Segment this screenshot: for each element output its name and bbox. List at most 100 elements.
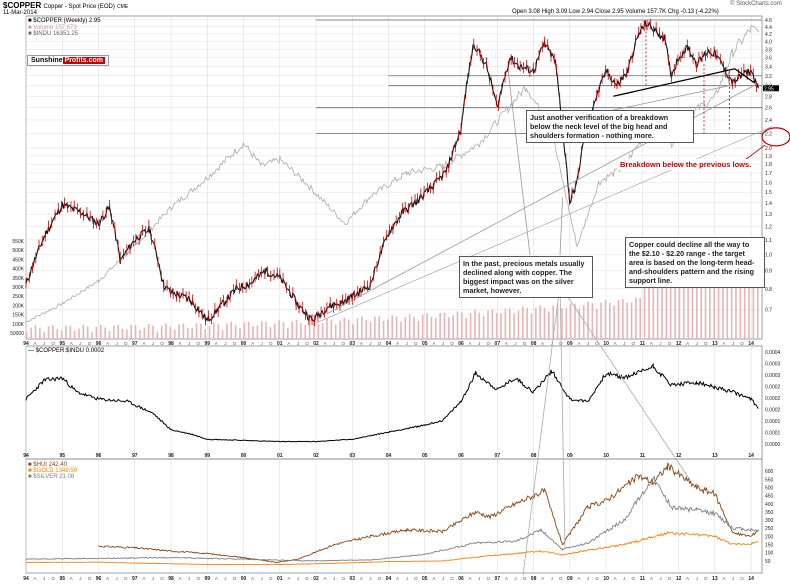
volume-bar	[648, 281, 650, 339]
volume-bar	[604, 300, 607, 339]
x-month-label: J	[696, 576, 698, 581]
x-tick-label: 13	[712, 576, 718, 582]
volume-bar	[39, 327, 41, 339]
x-tick-label: 94	[23, 576, 29, 582]
x-tick-label: 04	[386, 341, 392, 347]
x-tick-label: 09	[567, 453, 573, 459]
x-month-label: J	[152, 341, 154, 346]
x-month-label: O	[414, 576, 418, 581]
volume-bar	[626, 302, 629, 339]
x-month-label: O	[160, 576, 164, 581]
ratio-line	[25, 363, 759, 443]
volume-bar	[73, 330, 76, 339]
volume-bar	[169, 326, 172, 339]
volume-bar	[687, 274, 689, 339]
volume-bar	[400, 321, 402, 339]
volume-bar	[465, 317, 468, 339]
x-tick-label: 96	[96, 341, 102, 347]
volume-bar	[86, 326, 89, 339]
x-tick-label: 10	[603, 341, 609, 347]
volume-bar	[735, 269, 737, 339]
y-tick-label: 4.0	[765, 39, 772, 45]
y-tick-label: 3.8	[765, 47, 772, 53]
x-tick-label: 95	[59, 576, 65, 582]
volume-bar	[726, 277, 729, 339]
x-tick-label: 07	[495, 341, 501, 347]
x-month-label: A	[614, 576, 617, 581]
volume-bar	[252, 326, 254, 339]
x-tick-label: 08	[531, 453, 537, 459]
volume-bar	[173, 329, 176, 339]
volume-bar	[630, 302, 633, 339]
x-tick-label: 12	[676, 341, 682, 347]
volume-bar	[456, 311, 459, 339]
x-tick-label: 01	[277, 453, 283, 459]
volume-tick-label: 500K	[12, 248, 24, 254]
x-month-label: J	[514, 341, 516, 346]
volume-tick-label: 100K	[12, 322, 24, 328]
x-tick-label: 09	[567, 576, 573, 582]
x-month-label: A	[650, 576, 653, 581]
x-month-label: A	[432, 341, 435, 346]
series-line-silver	[25, 475, 759, 562]
volume-tick-label: 550K	[12, 239, 24, 245]
volume-bar	[60, 330, 63, 339]
volume-bar	[674, 279, 676, 339]
x-month-label: J	[333, 341, 335, 346]
volume-bar	[78, 328, 80, 339]
y-tick-label: 3.4	[765, 64, 772, 70]
x-month-label: A	[505, 341, 508, 346]
volume-bar	[635, 297, 637, 339]
legend-silver: ■ $SILVER 21.08	[28, 474, 75, 480]
x-month-label: A	[360, 576, 363, 581]
metals-tick-label: 500	[765, 485, 774, 491]
x-month-label: O	[378, 576, 382, 581]
series-line-gold	[25, 530, 759, 566]
x-month-label: A	[541, 576, 544, 581]
x-tick-label: 13	[712, 341, 718, 347]
x-month-label: J	[732, 576, 734, 581]
legend-gold: ■ $GOLD 1349.50	[28, 468, 77, 474]
x-month-label: J	[696, 341, 698, 346]
x-month-label: J	[406, 576, 408, 581]
x-month-label: O	[88, 576, 92, 581]
volume-bar	[500, 313, 502, 339]
metals-tick-label: 200	[765, 534, 774, 540]
y-tick-label: 1.5	[765, 190, 772, 196]
volume-bar	[709, 278, 711, 339]
x-month-label: A	[324, 576, 327, 581]
metals-pointer	[559, 284, 566, 549]
x-month-label: O	[51, 576, 55, 581]
x-tick-label: 09	[567, 341, 573, 347]
volume-bar	[339, 320, 341, 339]
x-tick-label: 02	[313, 341, 319, 347]
volume-bar	[69, 325, 72, 339]
annotation-pointer	[603, 85, 730, 113]
credit: © StockCharts.com	[730, 1, 782, 7]
volume-bar	[273, 323, 276, 339]
volume-bar	[491, 309, 494, 339]
metals-tick-label: 550	[765, 477, 774, 483]
x-tick-label: 97	[132, 453, 138, 459]
x-month-label: J	[261, 341, 263, 346]
volume-bar	[260, 321, 263, 339]
volume-bar	[643, 284, 646, 339]
y-tick-label: 3.6	[765, 56, 772, 62]
volume-bar	[113, 325, 115, 339]
x-month-label: O	[88, 341, 92, 346]
x-tick-label: 04	[386, 576, 392, 582]
x-tick-label: 94	[23, 341, 29, 347]
volume-bar	[304, 325, 307, 339]
volume-bar	[226, 324, 228, 339]
x-month-label: J	[116, 341, 118, 346]
volume-bar	[678, 281, 681, 339]
x-month-label: J	[43, 341, 45, 346]
x-tick-label: 96	[96, 453, 102, 459]
x-month-label: A	[34, 341, 37, 346]
volume-bar	[326, 318, 328, 339]
x-month-label: J	[442, 341, 444, 346]
volume-bar	[195, 323, 198, 339]
x-month-label: J	[514, 576, 516, 581]
y-tick-label: 1.0	[765, 253, 772, 259]
x-month-label: O	[704, 341, 708, 346]
